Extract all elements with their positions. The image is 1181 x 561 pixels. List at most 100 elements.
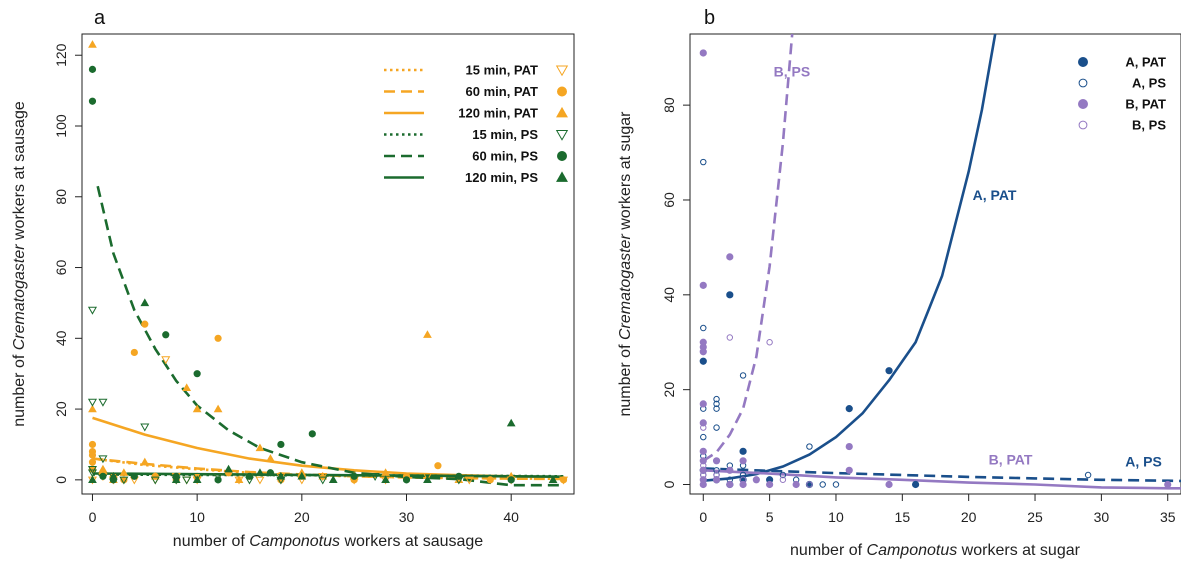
data-point xyxy=(712,476,721,484)
data-point xyxy=(726,253,734,261)
data-point xyxy=(739,476,747,483)
y-tick-label: 40 xyxy=(53,330,69,346)
panel-a-points xyxy=(87,40,569,485)
x-tick-label: 30 xyxy=(399,509,415,525)
y-tick-label: 0 xyxy=(53,476,69,484)
data-point xyxy=(88,440,97,449)
data-point xyxy=(255,443,265,452)
fit-curve-120-min-ps xyxy=(92,472,564,478)
data-point xyxy=(109,471,118,480)
panel-b-legend: A, PAT A, PS B, PAT B, PS xyxy=(1078,55,1166,133)
fit-curve-a-pat xyxy=(703,34,997,482)
panel-b-axes: 0 5 10 15 20 25 30 35 0 20 40 60 80 xyxy=(661,97,1176,525)
data-point xyxy=(726,291,734,299)
data-point xyxy=(88,40,97,48)
panel-b-points xyxy=(699,49,1172,489)
data-point xyxy=(98,455,108,464)
data-point xyxy=(402,476,411,484)
data-point xyxy=(234,475,244,484)
data-point xyxy=(700,424,707,431)
legend-label: A, PAT xyxy=(1125,55,1166,70)
data-point xyxy=(845,405,853,413)
data-point xyxy=(885,367,893,375)
data-point xyxy=(699,400,707,408)
data-point xyxy=(845,466,853,474)
data-point xyxy=(806,481,813,488)
data-point xyxy=(699,49,707,57)
data-point xyxy=(792,480,800,489)
data-point xyxy=(423,330,432,338)
data-point xyxy=(150,476,160,485)
data-point xyxy=(140,457,150,466)
data-point xyxy=(739,480,747,489)
y-tick-label: 0 xyxy=(661,480,677,488)
data-point xyxy=(700,158,707,166)
data-point xyxy=(712,457,721,465)
panel-a-curves xyxy=(92,185,564,487)
legend-marker xyxy=(1078,120,1088,130)
data-point xyxy=(1164,480,1172,489)
data-point xyxy=(699,281,707,289)
data-point xyxy=(713,424,720,431)
curve-label: B, PS xyxy=(774,64,811,80)
x-tick-label: 15 xyxy=(895,509,911,525)
data-point xyxy=(713,471,720,479)
data-point xyxy=(455,472,463,480)
data-point xyxy=(308,430,316,438)
x-tick-label: 0 xyxy=(699,509,707,525)
fit-curve-60-min-ps xyxy=(96,185,564,487)
data-point xyxy=(162,331,170,339)
x-tick-label: 35 xyxy=(1160,509,1176,525)
data-point xyxy=(700,324,707,332)
data-point xyxy=(98,464,108,473)
legend-label: 15 min, PAT xyxy=(466,63,539,78)
panel-b: b 0 5 10 15 20 25 30 35 0 20 40 60 80 number of Camp… xyxy=(617,7,1181,559)
x-tick-label: 20 xyxy=(961,509,977,525)
data-point xyxy=(423,475,432,484)
data-point xyxy=(832,481,840,488)
panel-a-letter: a xyxy=(94,7,106,29)
y-tick-label: 40 xyxy=(661,287,677,303)
data-point xyxy=(699,419,707,427)
data-point xyxy=(752,476,760,484)
data-point xyxy=(140,423,150,432)
data-point xyxy=(276,471,286,480)
y-tick-label: 20 xyxy=(53,401,69,417)
data-point xyxy=(726,466,734,474)
data-point xyxy=(726,480,734,489)
data-point xyxy=(192,473,202,481)
data-point xyxy=(739,457,747,465)
x-tick-label: 10 xyxy=(828,509,844,525)
panel-b-x-axis-title: number of Camponotus workers at sugar xyxy=(790,542,1081,559)
y-tick-label: 20 xyxy=(661,382,677,398)
y-tick-label: 80 xyxy=(661,97,677,113)
data-point xyxy=(699,357,707,365)
panel-a-x-axis-title: number of Camponotus workers at sausage xyxy=(173,533,483,550)
legend-marker xyxy=(556,171,568,182)
legend-label: 60 min, PS xyxy=(472,149,538,164)
legend-marker xyxy=(555,130,569,141)
legend-marker xyxy=(1078,57,1089,68)
x-tick-label: 20 xyxy=(294,509,310,525)
data-point xyxy=(779,471,787,479)
panel-b-y-axis-title: number of Crematogaster workers at sugar xyxy=(617,111,634,417)
data-point xyxy=(845,442,853,451)
data-point xyxy=(506,418,516,427)
data-point xyxy=(699,480,707,489)
x-tick-label: 0 xyxy=(89,509,97,525)
data-point xyxy=(779,476,787,483)
y-tick-label: 80 xyxy=(53,189,69,205)
x-tick-label: 10 xyxy=(189,509,205,525)
data-point xyxy=(318,476,328,485)
data-point xyxy=(214,476,222,484)
legend-marker xyxy=(557,150,568,161)
legend-marker xyxy=(557,86,568,97)
data-point xyxy=(87,469,98,478)
legend-marker xyxy=(1078,99,1089,110)
data-point xyxy=(699,447,707,455)
data-point xyxy=(224,464,233,473)
data-point xyxy=(99,472,107,480)
data-point xyxy=(1084,471,1092,479)
data-point xyxy=(819,481,826,488)
data-point xyxy=(739,471,747,479)
